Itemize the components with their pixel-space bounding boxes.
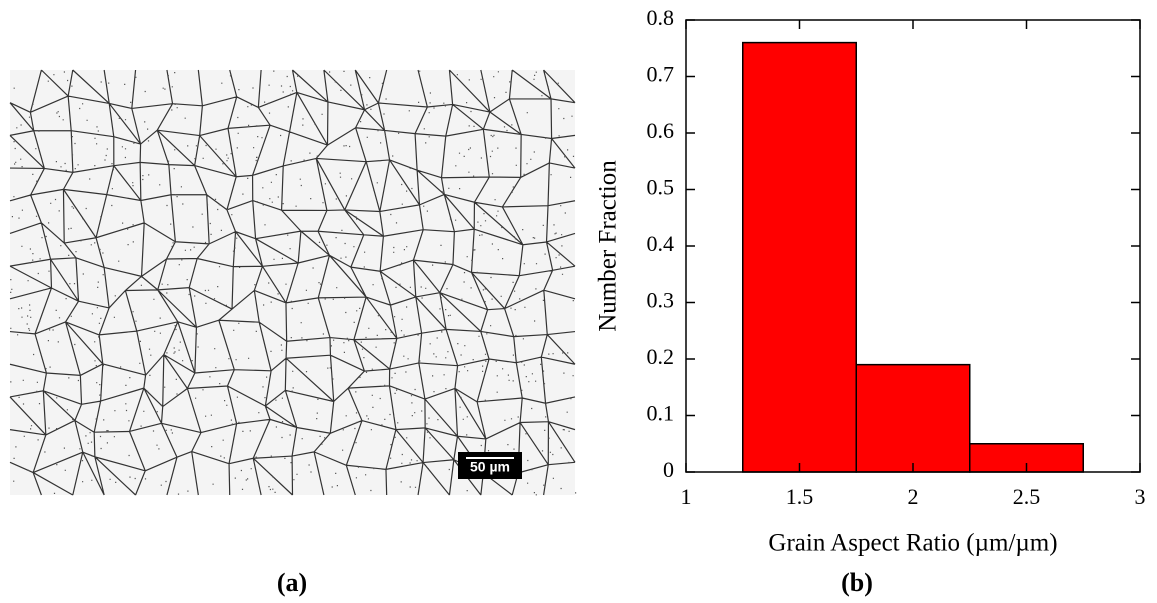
y-tick-label: 0.3 (647, 288, 675, 313)
panel-label: (b) (841, 568, 873, 597)
y-axis-label: Number Fraction (595, 160, 622, 332)
y-tick-label: 0.4 (647, 231, 675, 256)
x-tick-label: 2.5 (1013, 484, 1041, 509)
x-tick-label: 1.5 (786, 484, 814, 509)
y-tick-label: 0.5 (647, 175, 675, 200)
scale-bar-label: 50 µm (470, 459, 510, 475)
plot: 0 0.1 0.2 0.3 0.4 0.5 0.6 0.7 0.8 1 1.5 2 2.5 3 (647, 5, 1146, 509)
panel-label: (a) (277, 568, 307, 597)
y-tick-label: 0.7 (647, 62, 675, 87)
bar (855, 363, 971, 473)
x-tick-label: 3 (1135, 484, 1146, 509)
grain-boundaries (9, 69, 576, 496)
x-axis-label: Grain Aspect Ratio (µm/µm) (768, 530, 1057, 557)
bar (742, 41, 857, 473)
y-tick-label: 0.1 (647, 401, 675, 426)
x-tick-label: 1 (681, 484, 692, 509)
y-tick-label: 0.8 (647, 5, 675, 30)
y-tick-label: 0.2 (647, 344, 675, 369)
scale-bar-box (458, 452, 522, 479)
micrograph (9, 69, 577, 496)
y-tick-label: 0 (663, 457, 674, 482)
y-tick-label: 0.6 (647, 118, 675, 143)
x-tick-label: 2 (908, 484, 919, 509)
